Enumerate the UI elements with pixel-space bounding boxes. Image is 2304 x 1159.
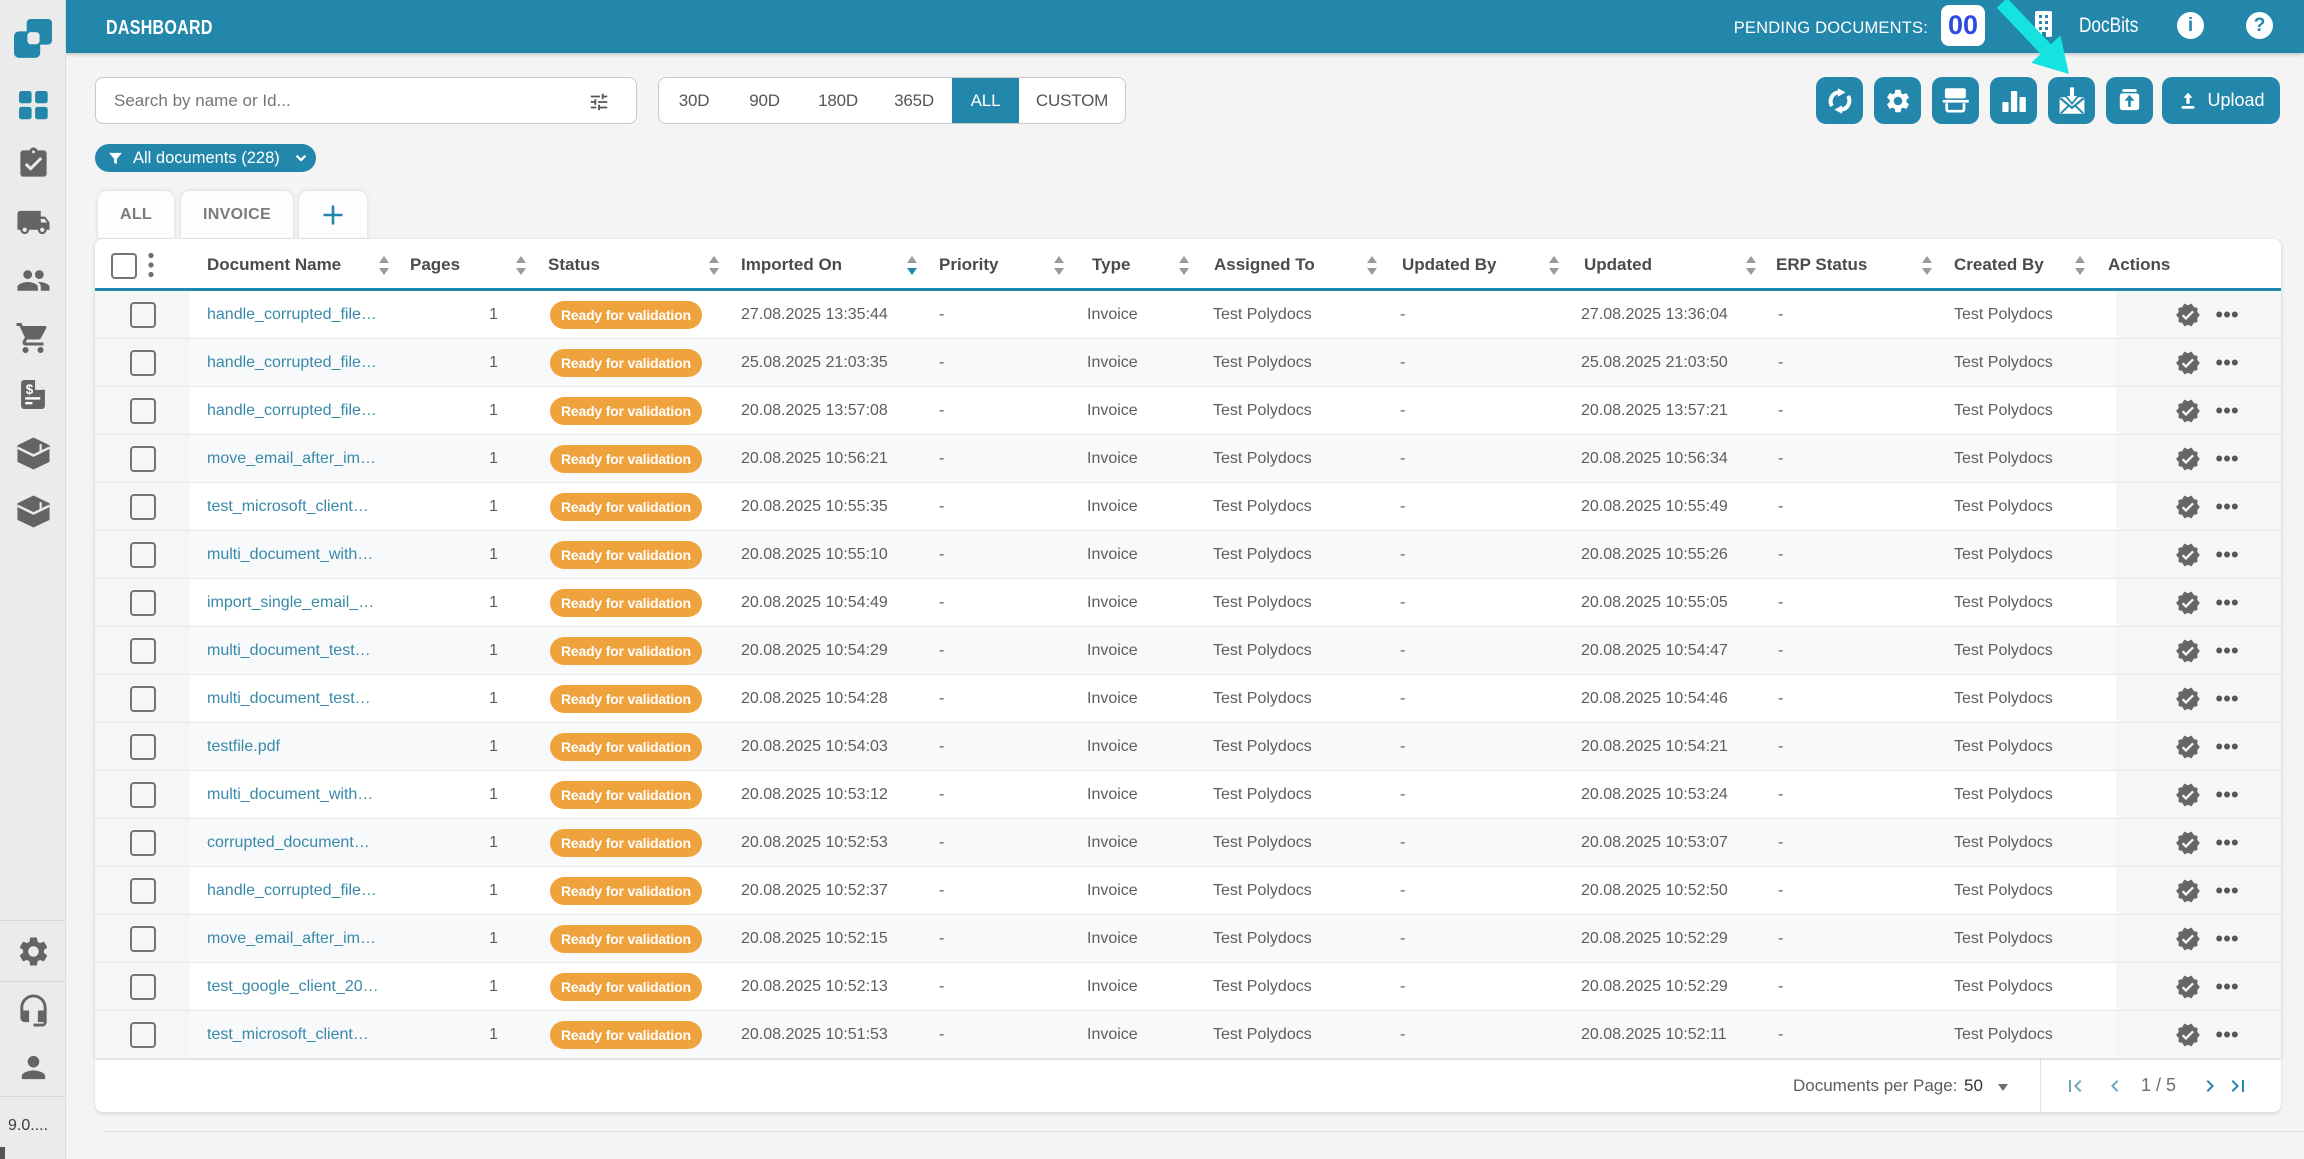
svg-text:$: $ — [26, 382, 34, 397]
